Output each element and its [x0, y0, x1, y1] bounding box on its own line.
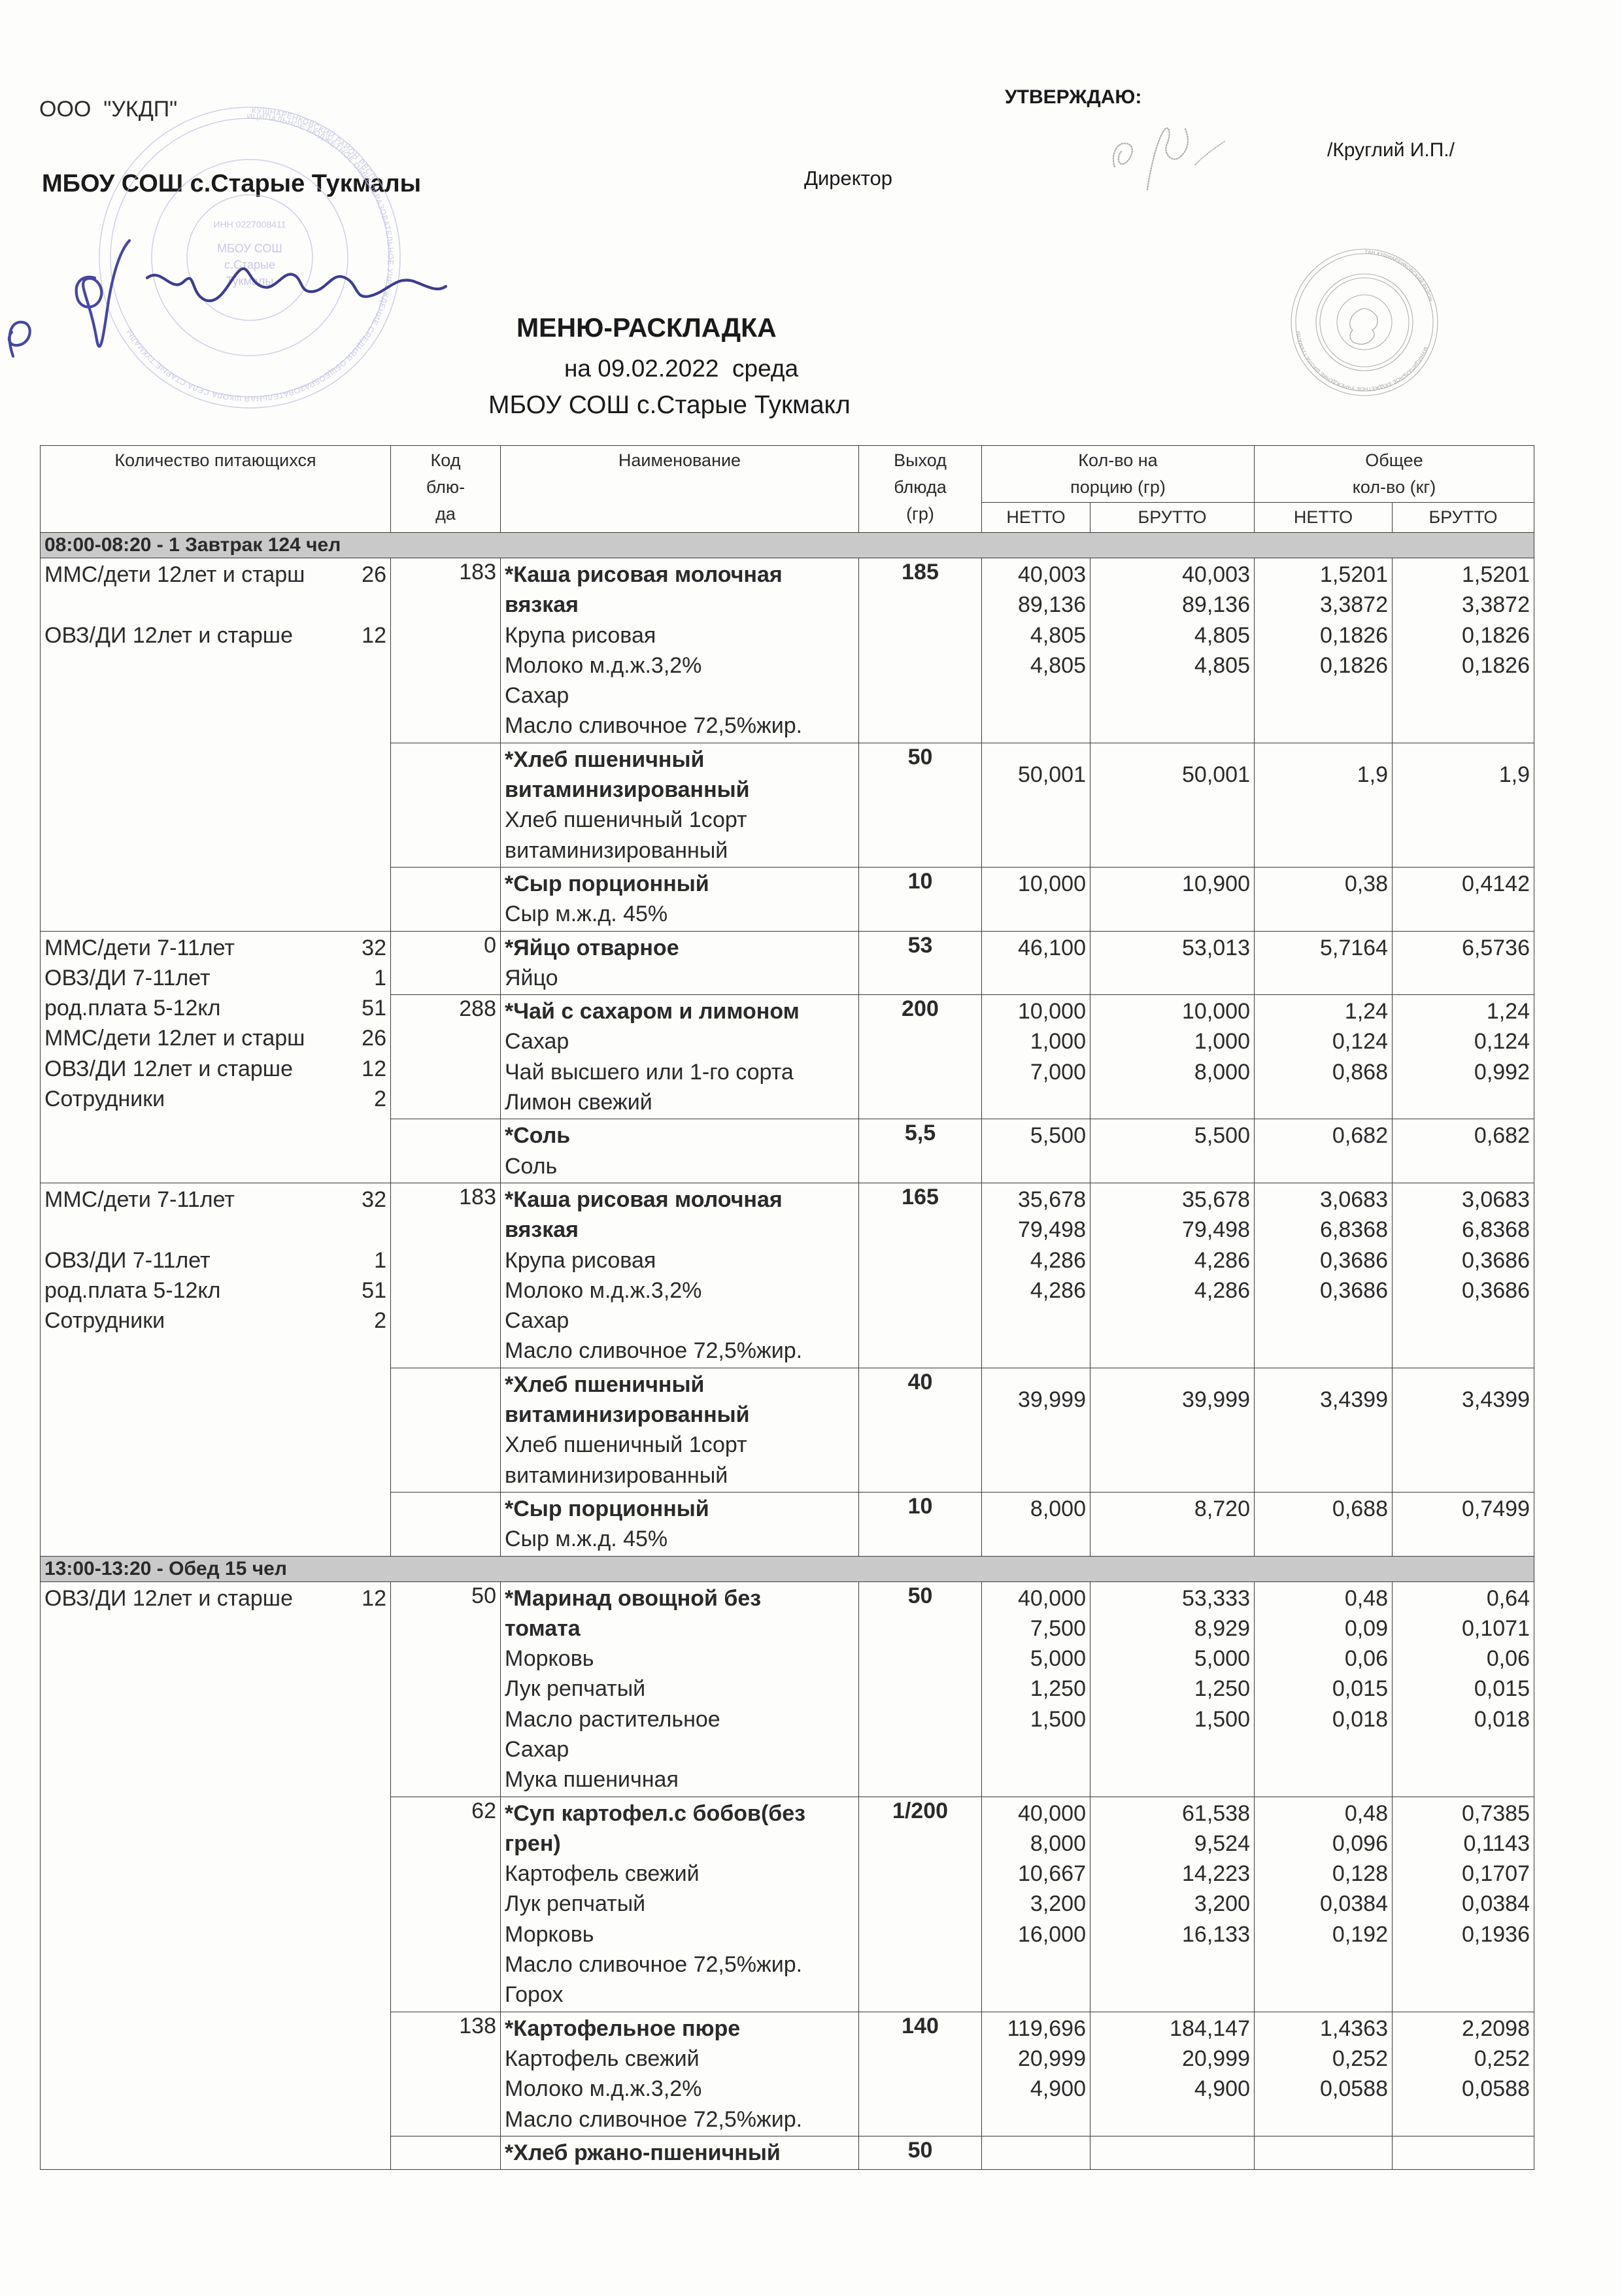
- svg-text:МУНИЦИПАЛЬНОЕ БЮДЖЕТНОЕ УЧРЕЖД: МУНИЦИПАЛЬНОЕ БЮДЖЕТНОЕ УЧРЕЖДЕНИЕ ШКОЛА…: [1295, 330, 1429, 392]
